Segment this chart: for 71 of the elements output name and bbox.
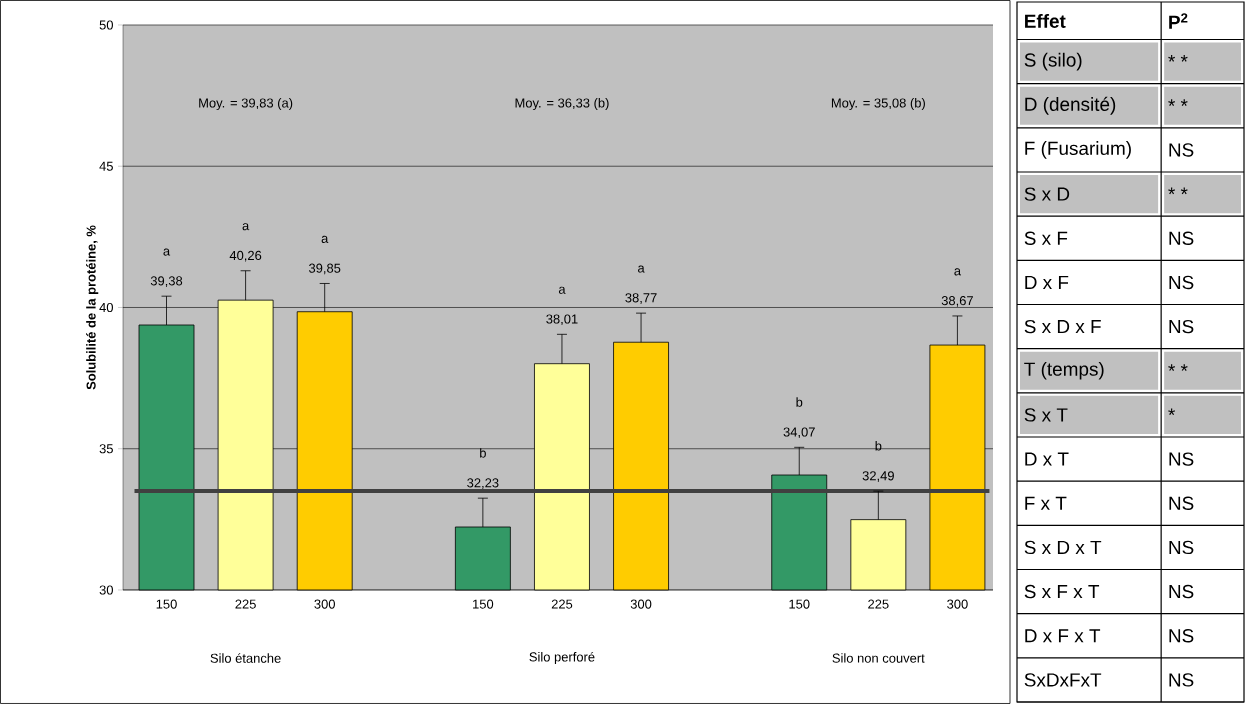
- x-tick-label: 150: [156, 599, 177, 609]
- category-label: T (temps): [1024, 361, 1104, 380]
- text: * *: [1168, 187, 1188, 195]
- annotation: Moy. = 36,33 (b): [515, 98, 609, 111]
- text: Silo étanche: [210, 653, 281, 663]
- y-axis-title: Solubilité de la protéine, %: [86, 225, 99, 390]
- category-label: S x D x T: [1024, 540, 1102, 555]
- category-label: S x F: [1024, 231, 1068, 245]
- text: * *: [1168, 55, 1188, 62]
- text: NS: [1169, 143, 1194, 157]
- category-label: D x T: [1025, 452, 1069, 466]
- data-label: 38,77: [625, 293, 657, 304]
- text: NS: [1169, 496, 1194, 510]
- category-label: D (densité): [1025, 96, 1116, 115]
- text: P$^{2}$: [1169, 13, 1188, 29]
- y-tick-label: 35: [99, 444, 113, 454]
- x-tick-label: 150: [789, 599, 810, 609]
- category-label: S x F x T: [1024, 584, 1100, 599]
- data-label: 39,38: [150, 276, 183, 287]
- data-label: 39,85: [308, 263, 341, 275]
- data-label: 38,01: [546, 314, 578, 326]
- category-label: S x D x F: [1024, 319, 1101, 334]
- text: *: [1168, 408, 1175, 416]
- annotation: b: [875, 441, 882, 451]
- text: NS: [1169, 629, 1194, 643]
- x-tick-label: 300: [630, 599, 652, 609]
- annotation: a: [163, 248, 171, 256]
- text: NS: [1169, 540, 1194, 555]
- text: Silo perforé: [529, 651, 595, 665]
- text: NS: [1169, 319, 1194, 334]
- category-label: S x D: [1024, 187, 1070, 201]
- y-tick-label: 45: [99, 161, 113, 171]
- text: * *: [1168, 364, 1188, 371]
- annotation: a: [242, 223, 250, 231]
- data-label: 38,67: [941, 296, 973, 307]
- x-tick-label: 225: [235, 599, 256, 609]
- annotation: a: [321, 235, 329, 243]
- data-label: 34,07: [783, 427, 815, 439]
- text: NS: [1169, 673, 1194, 687]
- category-label: D x F x T: [1025, 629, 1101, 643]
- text: NS: [1169, 275, 1194, 290]
- data-label: 40,26: [229, 250, 262, 262]
- annotation: b: [796, 397, 803, 407]
- text: NS: [1169, 452, 1194, 466]
- x-tick-label: 225: [551, 599, 573, 609]
- category-label: SxDxFxT: [1024, 673, 1102, 687]
- category-label: S x T: [1024, 408, 1068, 422]
- category-label: D x F: [1025, 275, 1069, 289]
- annotation: b: [480, 448, 486, 458]
- category-label: F (Fusarium): [1025, 141, 1131, 159]
- annotation: Moy. = 35,08 (b): [831, 98, 925, 111]
- x-tick-label: 300: [947, 599, 968, 609]
- x-tick-label: 150: [473, 599, 494, 609]
- data-label: 32,49: [862, 471, 894, 482]
- category-label: S (silo): [1024, 52, 1082, 71]
- annotation: a: [558, 286, 566, 294]
- text: NS: [1169, 231, 1194, 245]
- data-label: 32,23: [467, 478, 499, 489]
- category-label: F x T: [1025, 496, 1067, 510]
- text: Effet: [1025, 14, 1066, 28]
- annotation: a: [638, 265, 645, 273]
- y-tick-label: 50: [99, 20, 113, 30]
- text: NS: [1169, 584, 1194, 599]
- x-tick-label: 225: [868, 599, 889, 609]
- text: Silo non couvert: [832, 653, 925, 663]
- y-tick-label: 40: [99, 302, 113, 313]
- text: * *: [1168, 99, 1188, 106]
- annotation: a: [954, 268, 962, 276]
- y-tick-label: 30: [99, 585, 113, 595]
- x-tick-label: 300: [314, 599, 335, 609]
- annotation: Moy. = 39,83 (a): [199, 98, 293, 111]
